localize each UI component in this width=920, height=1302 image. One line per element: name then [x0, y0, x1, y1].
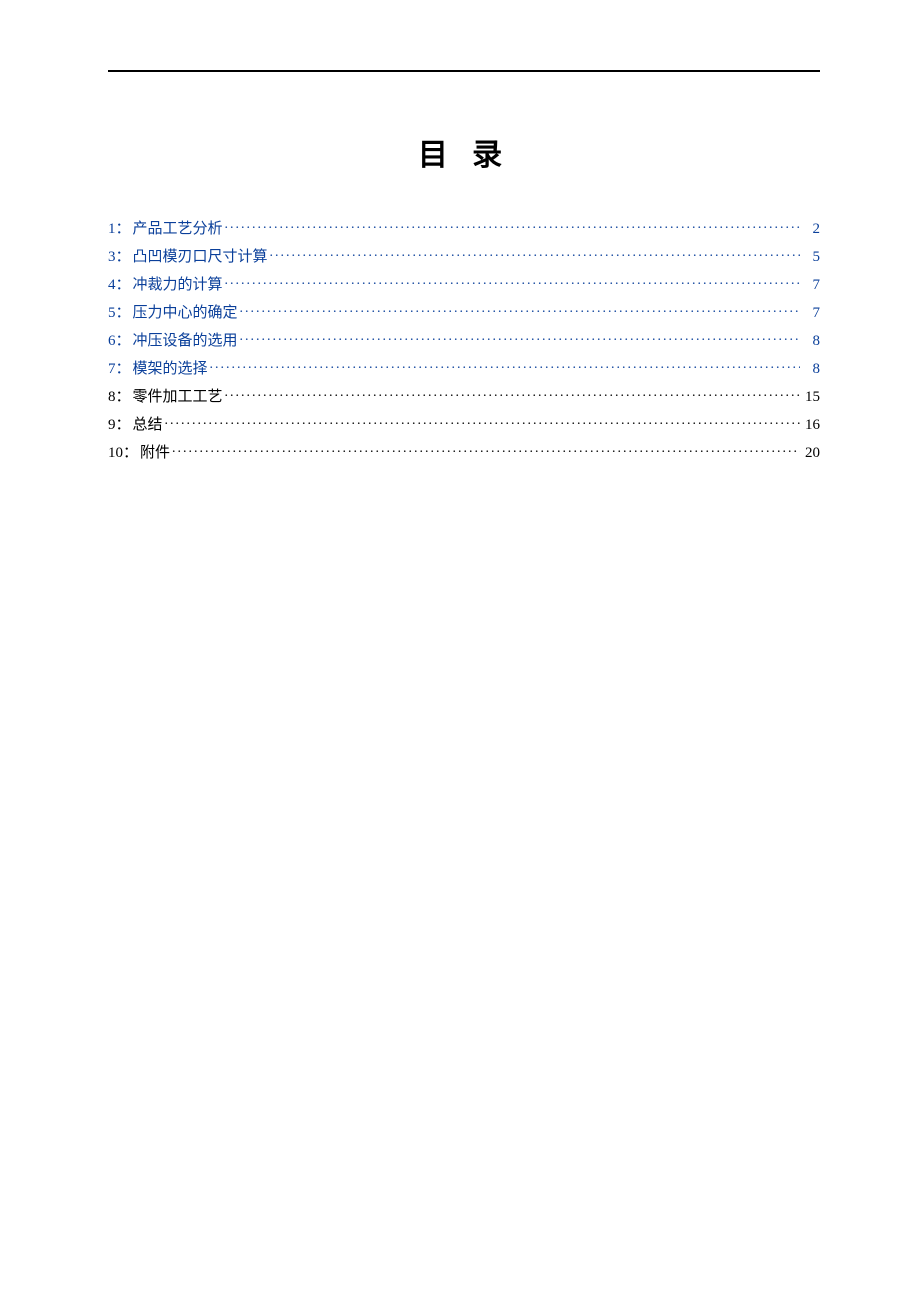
toc-entry-label: 冲裁力的计算	[133, 278, 223, 293]
toc-entry-colon: ：	[123, 446, 138, 461]
toc-entry-label: 压力中心的确定	[133, 306, 238, 321]
toc-entry-colon: ：	[116, 334, 131, 349]
toc-entry[interactable]: 1 ： 产品工艺分析 2	[108, 218, 820, 237]
toc-entry[interactable]: 3 ： 凸凹模刃口尺寸计算 5	[108, 246, 820, 265]
toc-entry-number: 9	[108, 418, 116, 433]
header-rule	[108, 70, 820, 72]
toc-entry[interactable]: 7 ： 模架的选择 8	[108, 358, 820, 377]
table-of-contents: 1 ： 产品工艺分析 2 3 ： 凸凹模刃口尺寸计算 5 4 ： 冲裁力的计算 …	[108, 218, 820, 461]
toc-leader-dots	[172, 442, 800, 457]
toc-entry-colon: ：	[116, 222, 131, 237]
toc-entry-page: 5	[802, 250, 820, 265]
toc-entry-page: 7	[802, 278, 820, 293]
toc-entry-page: 8	[802, 362, 820, 377]
toc-leader-dots	[240, 330, 800, 345]
toc-entry-page: 20	[802, 446, 820, 461]
toc-title: 目 录	[108, 130, 820, 174]
toc-entry-colon: ：	[116, 390, 131, 405]
toc-entry-label: 零件加工工艺	[133, 390, 223, 405]
toc-entry-colon: ：	[116, 418, 131, 433]
toc-entry[interactable]: 4 ： 冲裁力的计算 7	[108, 274, 820, 293]
toc-entry[interactable]: 9 ： 总结 16	[108, 414, 820, 433]
toc-entry-page: 8	[802, 334, 820, 349]
toc-entry-label: 凸凹模刃口尺寸计算	[133, 250, 268, 265]
toc-entry-colon: ：	[116, 278, 131, 293]
toc-entry-page: 16	[802, 418, 820, 433]
toc-leader-dots	[240, 302, 800, 317]
toc-entry[interactable]: 8 ： 零件加工工艺 15	[108, 386, 820, 405]
toc-entry-page: 15	[802, 390, 820, 405]
toc-entry-label: 模架的选择	[133, 362, 208, 377]
toc-entry[interactable]: 6 ： 冲压设备的选用 8	[108, 330, 820, 349]
toc-entry[interactable]: 10 ： 附件 20	[108, 442, 820, 461]
toc-entry-number: 1	[108, 222, 116, 237]
toc-entry-label: 附件	[140, 446, 170, 461]
toc-entry-colon: ：	[116, 250, 131, 265]
document-page: 目 录 1 ： 产品工艺分析 2 3 ： 凸凹模刃口尺寸计算 5 4 ： 冲裁力…	[0, 0, 920, 461]
toc-leader-dots	[210, 358, 800, 373]
toc-entry-colon: ：	[116, 306, 131, 321]
toc-entry-label: 冲压设备的选用	[133, 334, 238, 349]
toc-entry-page: 7	[802, 306, 820, 321]
toc-entry-number: 3	[108, 250, 116, 265]
toc-entry-number: 5	[108, 306, 116, 321]
toc-leader-dots	[225, 218, 800, 233]
toc-entry-number: 6	[108, 334, 116, 349]
toc-leader-dots	[270, 246, 800, 261]
toc-entry[interactable]: 5 ： 压力中心的确定 7	[108, 302, 820, 321]
toc-entry-number: 4	[108, 278, 116, 293]
toc-leader-dots	[225, 274, 800, 289]
toc-entry-label: 产品工艺分析	[133, 222, 223, 237]
toc-leader-dots	[225, 386, 800, 401]
toc-entry-number: 7	[108, 362, 116, 377]
toc-entry-label: 总结	[133, 418, 163, 433]
toc-entry-page: 2	[802, 222, 820, 237]
toc-entry-number: 8	[108, 390, 116, 405]
toc-entry-number: 10	[108, 446, 123, 461]
toc-leader-dots	[165, 414, 800, 429]
toc-entry-colon: ：	[116, 362, 131, 377]
